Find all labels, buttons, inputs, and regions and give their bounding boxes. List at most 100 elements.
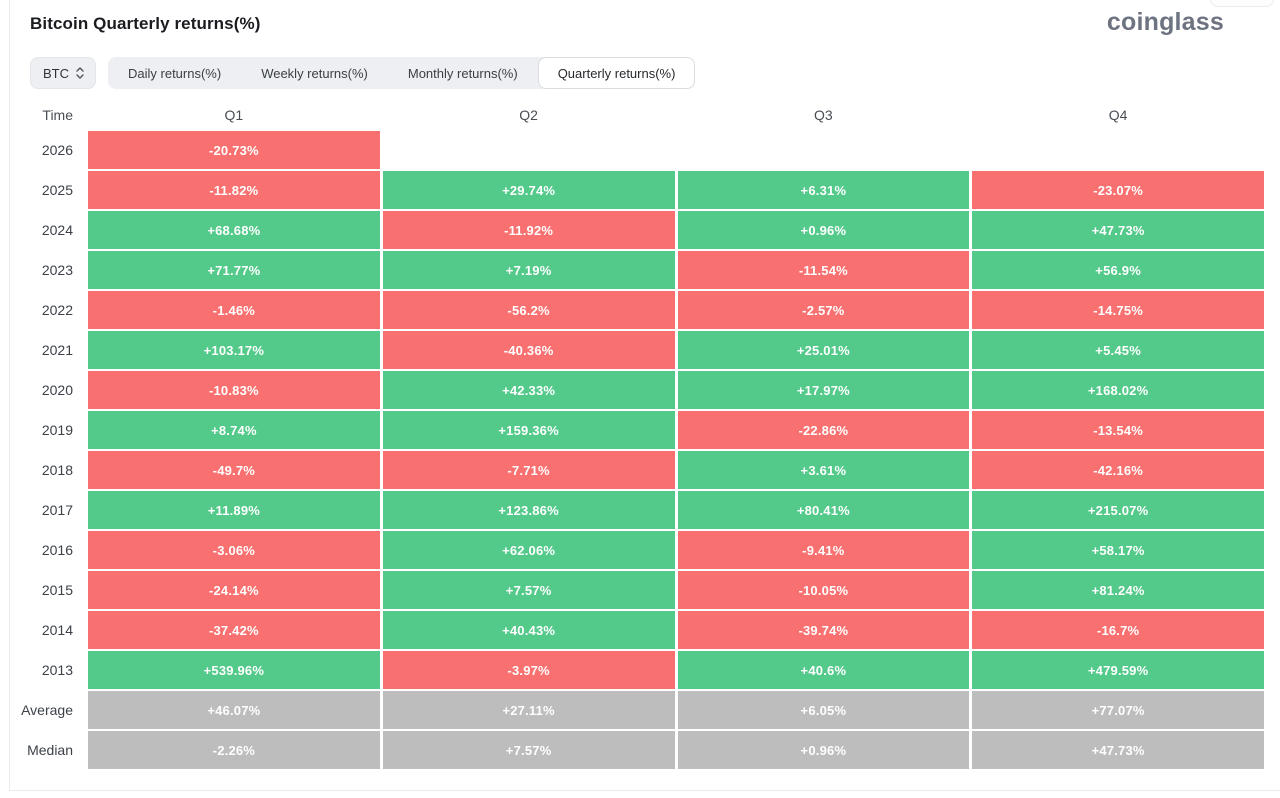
return-cell: -22.86%: [677, 411, 970, 449]
return-cell: +68.68%: [88, 211, 380, 249]
q1-column-header: Q1: [224, 107, 244, 123]
table-row: 2013 +539.96% -3.97% +40.6% +479.59%: [20, 651, 1264, 689]
table-row: 2020 -10.83% +42.33% +17.97% +168.02%: [20, 371, 1264, 409]
q2-column-header: Q2: [519, 107, 538, 123]
time-column-header: Time: [42, 107, 73, 123]
return-cell: -16.7%: [972, 611, 1264, 649]
table-row: 2019 +8.74% +159.36% -22.86% -13.54%: [20, 411, 1264, 449]
coinglass-logo: coinglass: [1106, 8, 1224, 36]
return-cell: -2.57%: [677, 291, 970, 329]
return-cell: +46.07%: [88, 691, 380, 729]
table-row: 2026 -20.73%: [20, 131, 1264, 169]
table-row: 2025 -11.82% +29.74% +6.31% -23.07%: [20, 171, 1264, 209]
return-cell: +27.11%: [382, 691, 675, 729]
return-cell: -2.26%: [88, 731, 380, 769]
return-cell: +25.01%: [677, 331, 970, 369]
return-cell: -10.05%: [677, 571, 970, 609]
row-label: 2019: [41, 422, 73, 438]
return-cell: +47.73%: [972, 211, 1264, 249]
return-cell: -56.2%: [382, 291, 675, 329]
return-cell: -3.97%: [382, 651, 675, 689]
return-cell: +81.24%: [972, 571, 1264, 609]
updown-caret-icon: [75, 66, 85, 80]
tab-weekly-returns[interactable]: Weekly returns(%): [261, 65, 368, 81]
return-cell: -20.73%: [88, 131, 380, 169]
return-cell: +7.19%: [382, 251, 675, 289]
row-label: 2016: [41, 542, 73, 558]
return-cell: +47.73%: [972, 731, 1264, 769]
return-cell: +103.17%: [88, 331, 380, 369]
table-header-row: Time Q1 Q2 Q3 Q4: [20, 102, 1264, 128]
return-cell: +40.43%: [382, 611, 675, 649]
empty-cell: [972, 131, 1264, 169]
return-cell: -13.54%: [972, 411, 1264, 449]
return-cell: +17.97%: [677, 371, 970, 409]
return-cell: +6.31%: [677, 171, 970, 209]
return-cell: -23.07%: [972, 171, 1264, 209]
returns-card: Bitcoin Quarterly returns(%) coinglass B…: [9, 0, 1280, 791]
row-label: 2024: [41, 222, 73, 238]
return-cell: -11.92%: [382, 211, 675, 249]
table-row: 2014 -37.42% +40.43% -39.74% -16.7%: [20, 611, 1264, 649]
return-cell: +215.07%: [972, 491, 1264, 529]
table-row: 2016 -3.06% +62.06% -9.41% +58.17%: [20, 531, 1264, 569]
tab-monthly-returns[interactable]: Monthly returns(%): [407, 65, 518, 81]
coin-selector[interactable]: BTC: [30, 57, 96, 89]
row-label: 2014: [41, 622, 73, 638]
return-cell: +58.17%: [972, 531, 1264, 569]
return-cell: -14.75%: [972, 291, 1264, 329]
returns-tabbar: Daily returns(%) Weekly returns(%) Month…: [108, 57, 696, 89]
coin-selector-label: BTC: [43, 65, 69, 81]
return-cell: +159.36%: [382, 411, 675, 449]
row-label: 2013: [41, 662, 73, 678]
return-cell: -11.54%: [677, 251, 970, 289]
table-row: 2021 +103.17% -40.36% +25.01% +5.45%: [20, 331, 1264, 369]
row-label: 2025: [41, 182, 73, 198]
table-row: 2023 +71.77% +7.19% -11.54% +56.9%: [20, 251, 1264, 289]
q4-column-header: Q4: [1108, 107, 1128, 123]
row-label: 2023: [41, 262, 73, 278]
return-cell: +71.77%: [88, 251, 380, 289]
return-cell: -40.36%: [382, 331, 675, 369]
row-label: 2021: [41, 342, 73, 358]
return-cell: +123.86%: [382, 491, 675, 529]
return-cell: +56.9%: [972, 251, 1264, 289]
return-cell: -9.41%: [677, 531, 970, 569]
row-label: Median: [27, 742, 73, 758]
return-cell: +11.89%: [88, 491, 380, 529]
row-label: 2017: [41, 502, 73, 518]
table-row: 2017 +11.89% +123.86% +80.41% +215.07%: [20, 491, 1264, 529]
return-cell: +42.33%: [382, 371, 675, 409]
return-cell: -3.06%: [88, 531, 380, 569]
row-label: 2020: [41, 382, 73, 398]
return-cell: +62.06%: [382, 531, 675, 569]
return-cell: +5.45%: [972, 331, 1264, 369]
return-cell: +7.57%: [382, 731, 675, 769]
return-cell: +8.74%: [88, 411, 380, 449]
return-cell: -42.16%: [972, 451, 1264, 489]
row-label: 2018: [41, 462, 73, 478]
return-cell: +29.74%: [382, 171, 675, 209]
tab-quarterly-returns[interactable]: Quarterly returns(%): [537, 57, 696, 89]
toolbar: BTC Daily returns(%) Weekly returns(%) M…: [30, 57, 1264, 89]
return-cell: +0.96%: [677, 731, 970, 769]
return-cell: -10.83%: [88, 371, 380, 409]
table-row: Average +46.07% +27.11% +6.05% +77.07%: [20, 691, 1264, 729]
return-cell: -11.82%: [88, 171, 380, 209]
page-title: Bitcoin Quarterly returns(%): [30, 14, 261, 33]
return-cell: -24.14%: [88, 571, 380, 609]
title-row: Bitcoin Quarterly returns(%) coinglass: [20, 0, 1264, 48]
table-row: 2022 -1.46% -56.2% -2.57% -14.75%: [20, 291, 1264, 329]
return-cell: +539.96%: [88, 651, 380, 689]
row-label: 2015: [41, 582, 73, 598]
empty-cell: [383, 131, 675, 169]
table-row: 2015 -24.14% +7.57% -10.05% +81.24%: [20, 571, 1264, 609]
return-cell: +6.05%: [677, 691, 970, 729]
return-cell: -37.42%: [88, 611, 380, 649]
tab-daily-returns[interactable]: Daily returns(%): [128, 65, 222, 81]
return-cell: -7.71%: [382, 451, 675, 489]
return-cell: +40.6%: [677, 651, 970, 689]
return-cell: +479.59%: [972, 651, 1264, 689]
q3-column-header: Q3: [814, 107, 833, 123]
return-cell: +80.41%: [677, 491, 970, 529]
